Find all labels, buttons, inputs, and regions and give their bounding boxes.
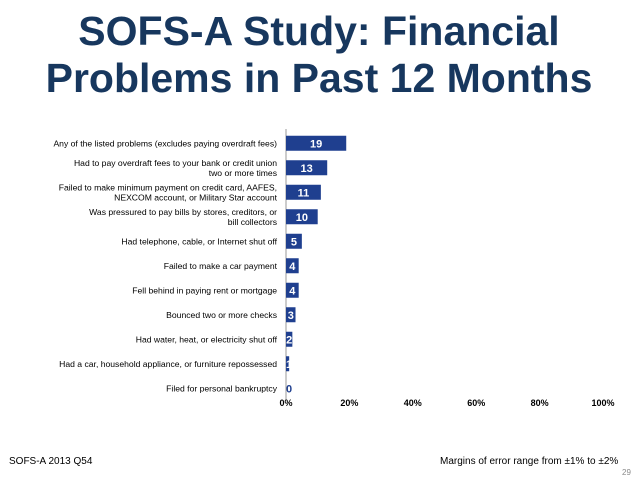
bar-8 <box>286 331 293 347</box>
category-label-6: Fell behind in paying rent or mortgage <box>132 285 277 295</box>
bar-4 <box>286 233 302 249</box>
page-number: 29 <box>622 468 631 477</box>
category-label-2-line-2: NEXCOM account, or Military Star account <box>114 192 277 202</box>
x-tick-label-3: 60% <box>467 398 485 408</box>
bar-value-label-2: 11 <box>298 187 310 199</box>
title-line-2: Problems in Past 12 Months <box>45 55 593 101</box>
bar-2 <box>286 184 321 200</box>
bar-value-label-7: 3 <box>288 310 294 322</box>
source-note: SOFS-A 2013 Q54 <box>9 456 93 467</box>
category-label-1-line-1: Had to pay overdraft fees to your bank o… <box>74 158 277 168</box>
slide-title: SOFS-A Study: Financial Problems in Past… <box>0 8 638 102</box>
category-label-3-line-2: bill collectors <box>228 217 277 227</box>
x-tick-label-1: 20% <box>340 398 358 408</box>
bar-9 <box>286 356 290 372</box>
category-label-10: Filed for personal bankruptcy <box>166 383 278 393</box>
category-label-4: Had telephone, cable, or Internet shut o… <box>121 236 277 246</box>
x-tick-label-2: 40% <box>404 398 422 408</box>
bar-value-label-4: 5 <box>291 236 297 248</box>
category-label-7: Bounced two or more checks <box>166 310 277 320</box>
x-tick-label-5: 100% <box>591 398 614 408</box>
bar-3 <box>286 209 318 225</box>
title-line-1: SOFS-A Study: Financial <box>78 8 560 54</box>
bar-value-label-8: 2 <box>286 334 292 346</box>
category-label-8: Had water, heat, or electricity shut off <box>136 334 278 344</box>
bar-5 <box>286 258 299 274</box>
category-label-3-line-1: Was pressured to pay bills by stores, cr… <box>89 207 277 217</box>
bar-6 <box>286 282 299 298</box>
bar-value-label-6: 4 <box>289 285 296 297</box>
bar-value-label-9: 1 <box>286 359 292 371</box>
bar-value-label-10: 0 <box>286 383 292 395</box>
category-label-0: Any of the listed problems (excludes pay… <box>53 138 277 148</box>
category-label-9: Had a car, household appliance, or furni… <box>59 359 277 369</box>
category-label-5: Failed to make a car payment <box>164 261 278 271</box>
margin-of-error-note: Margins of error range from ±1% to ±2% <box>440 456 619 467</box>
bar-value-label-0: 19 <box>310 138 322 150</box>
bar-value-label-3: 10 <box>296 212 308 224</box>
bar-0 <box>286 135 347 151</box>
bar-value-label-1: 13 <box>300 163 312 175</box>
bar-value-label-5: 4 <box>289 261 296 273</box>
category-label-2-line-1: Failed to make minimum payment on credit… <box>59 182 277 192</box>
bar-7 <box>286 307 296 323</box>
x-tick-label-4: 80% <box>531 398 549 408</box>
category-label-1-line-2: two or more times <box>209 168 277 178</box>
bar-1 <box>286 160 328 176</box>
x-tick-label-0: 0% <box>279 398 292 408</box>
